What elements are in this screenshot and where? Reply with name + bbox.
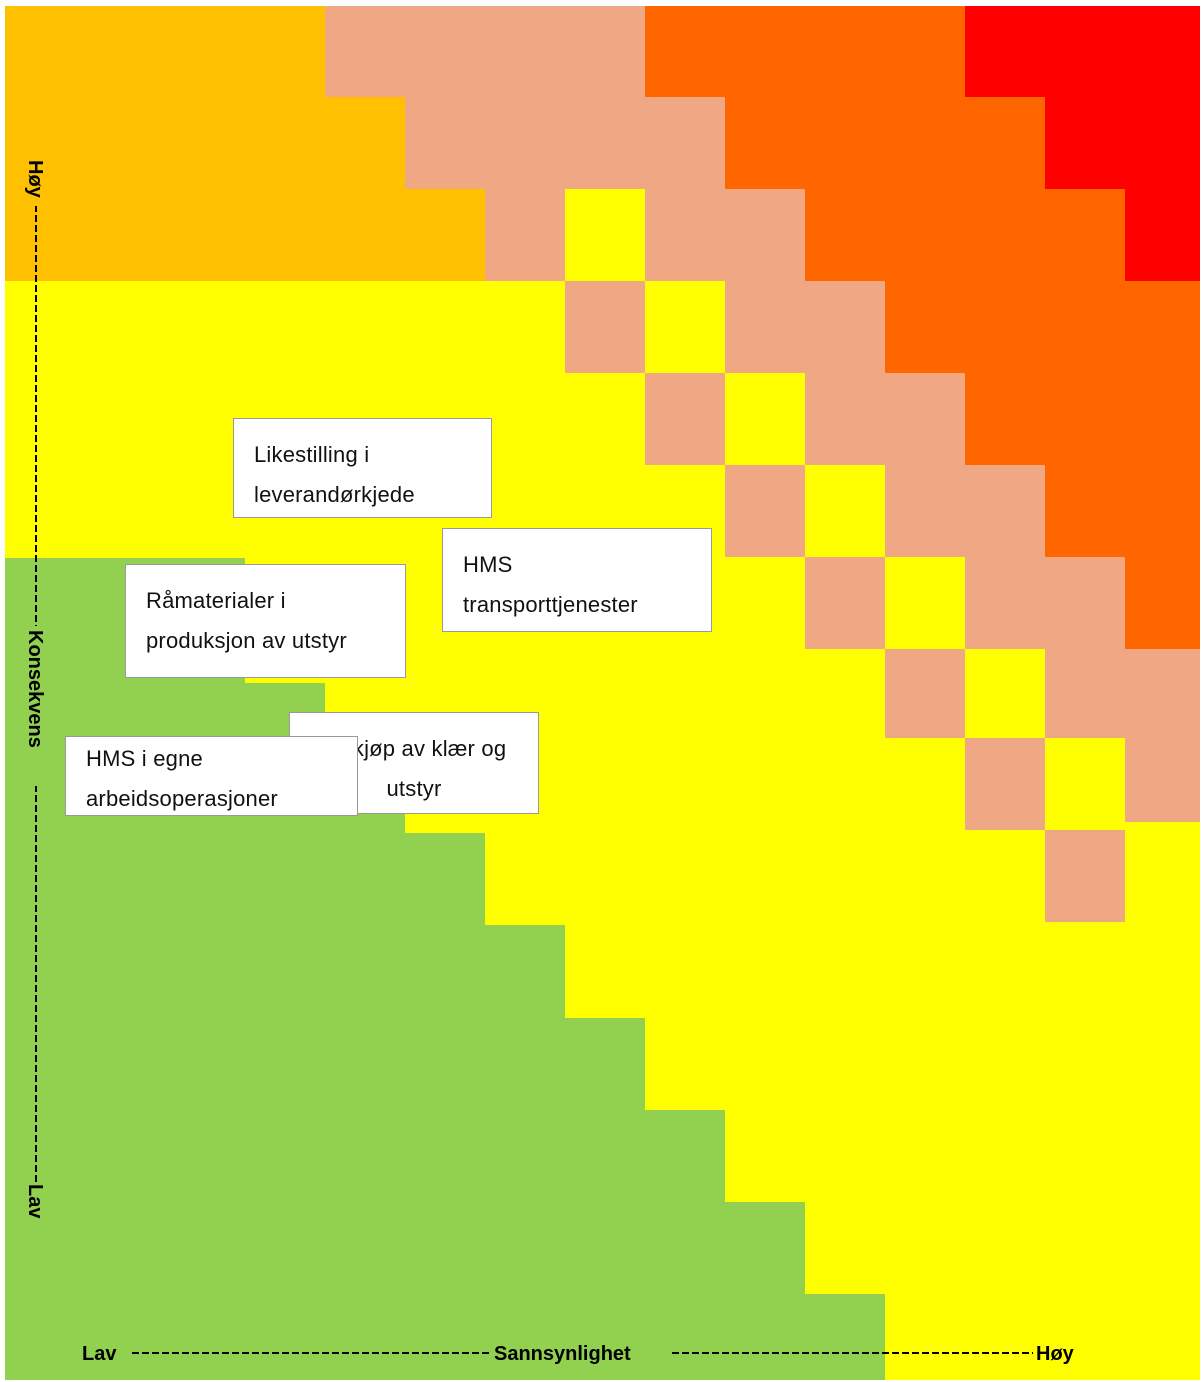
- risk-box-hms-egne: HMS i egne arbeidsoperasjoner: [65, 736, 358, 816]
- risk-box-line: transporttjenester: [463, 592, 638, 617]
- risk-box-line: HMS: [463, 552, 513, 577]
- x-axis-high-label: Høy: [1036, 1343, 1075, 1365]
- zone-salmon-lower: [565, 281, 1200, 922]
- zone-amber: [5, 6, 485, 281]
- y-axis: Høy Konsekvens Lav: [22, 156, 50, 1224]
- y-axis-high-label: Høy: [24, 160, 46, 199]
- risk-box-line: arbeidsoperasjoner: [86, 786, 278, 811]
- zone-salmon: [325, 6, 1200, 822]
- risk-box-line: Råmaterialer i: [146, 588, 286, 613]
- y-axis-title: Konsekvens: [24, 630, 46, 748]
- zone-red: [965, 6, 1200, 281]
- risk-box-line: utstyr: [386, 776, 442, 801]
- risk-box-hms-transport: HMS transporttjenester: [442, 528, 712, 632]
- x-axis: Lav Sannsynlighet Høy: [80, 1338, 1085, 1366]
- risk-box-likestilling: Likestilling i leverandørkjede: [233, 418, 492, 518]
- x-axis-low-label: Lav: [82, 1343, 117, 1365]
- x-axis-title: Sannsynlighet: [494, 1343, 631, 1365]
- y-axis-low-label: Lav: [24, 1184, 46, 1219]
- risk-box-ramaterialer: Råmaterialer i produksjon av utstyr: [125, 564, 406, 678]
- risk-box-line: leverandørkjede: [254, 482, 415, 507]
- risk-box-line: Likestilling i: [254, 442, 370, 467]
- zone-orange: [645, 6, 1200, 649]
- risk-box-line: produksjon av utstyr: [146, 628, 347, 653]
- risk-box-line: HMS i egne: [86, 746, 203, 771]
